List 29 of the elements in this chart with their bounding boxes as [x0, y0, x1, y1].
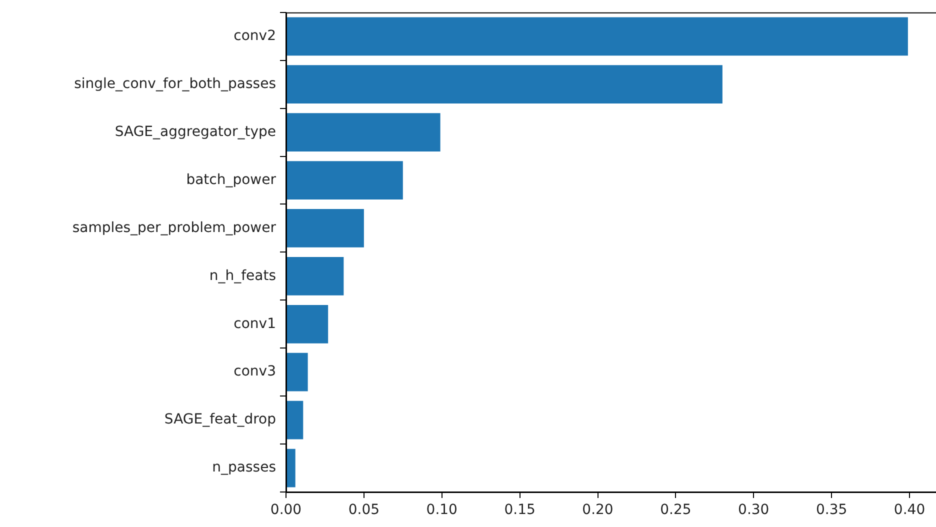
bar	[286, 448, 296, 488]
bar	[286, 65, 722, 104]
bar	[286, 256, 344, 296]
bar	[286, 304, 328, 344]
bar	[286, 209, 364, 248]
y-tick-label: conv2	[234, 28, 276, 44]
bar	[286, 352, 308, 392]
x-tick-label: 0.00	[270, 502, 302, 518]
bar	[286, 113, 440, 152]
x-tick-label: 0.35	[816, 502, 848, 518]
x-tick-label: 0.20	[582, 502, 614, 518]
x-tick-label: 0.25	[660, 502, 692, 518]
bar	[286, 400, 304, 440]
y-tick-label: conv1	[234, 316, 276, 332]
y-tick-label: conv3	[234, 364, 276, 380]
bar	[286, 17, 908, 56]
y-tick-label: batch_power	[186, 172, 276, 188]
x-tick-label: 0.40	[894, 502, 926, 518]
y-tick-label: n_passes	[212, 460, 276, 476]
x-tick-label: 0.30	[738, 502, 770, 518]
y-tick-label: SAGE_aggregator_type	[114, 124, 276, 140]
y-tick-label: samples_per_problem_power	[72, 220, 276, 236]
bar	[286, 161, 403, 200]
x-tick-label: 0.05	[348, 502, 380, 518]
x-tick-label: 0.15	[504, 502, 536, 518]
x-tick-label: 0.10	[426, 502, 458, 518]
y-tick-label: SAGE_feat_drop	[164, 412, 276, 428]
y-tick-label: n_h_feats	[209, 268, 276, 284]
y-tick-label: single_conv_for_both_passes	[74, 76, 276, 92]
